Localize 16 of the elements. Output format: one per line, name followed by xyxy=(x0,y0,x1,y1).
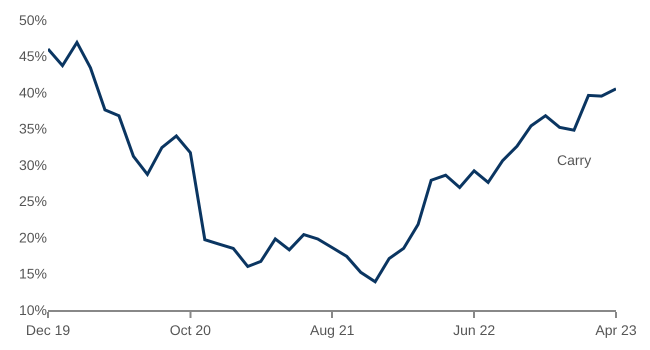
x-tick-label: Dec 19 xyxy=(26,322,70,338)
y-tick-label: 25% xyxy=(18,193,47,210)
y-tick-label: 45% xyxy=(18,48,47,64)
line-series xyxy=(48,40,616,284)
y-tick-label: 15% xyxy=(18,266,47,282)
x-tick-label: Apr 23 xyxy=(595,322,637,338)
y-tick-label: 20% xyxy=(18,229,47,246)
series-label: Carry xyxy=(557,152,592,168)
x-tick-label: Jun 22 xyxy=(453,322,496,338)
y-tick-label: 50% xyxy=(18,12,47,28)
y-tick-label: 40% xyxy=(18,84,47,100)
y-tick-label: 35% xyxy=(18,120,47,137)
y-tick-label: 30% xyxy=(18,156,47,173)
y-tick-label: 10% xyxy=(18,302,47,318)
x-tick-label: Aug 21 xyxy=(310,322,355,338)
x-tick-label: Oct 20 xyxy=(170,322,212,338)
